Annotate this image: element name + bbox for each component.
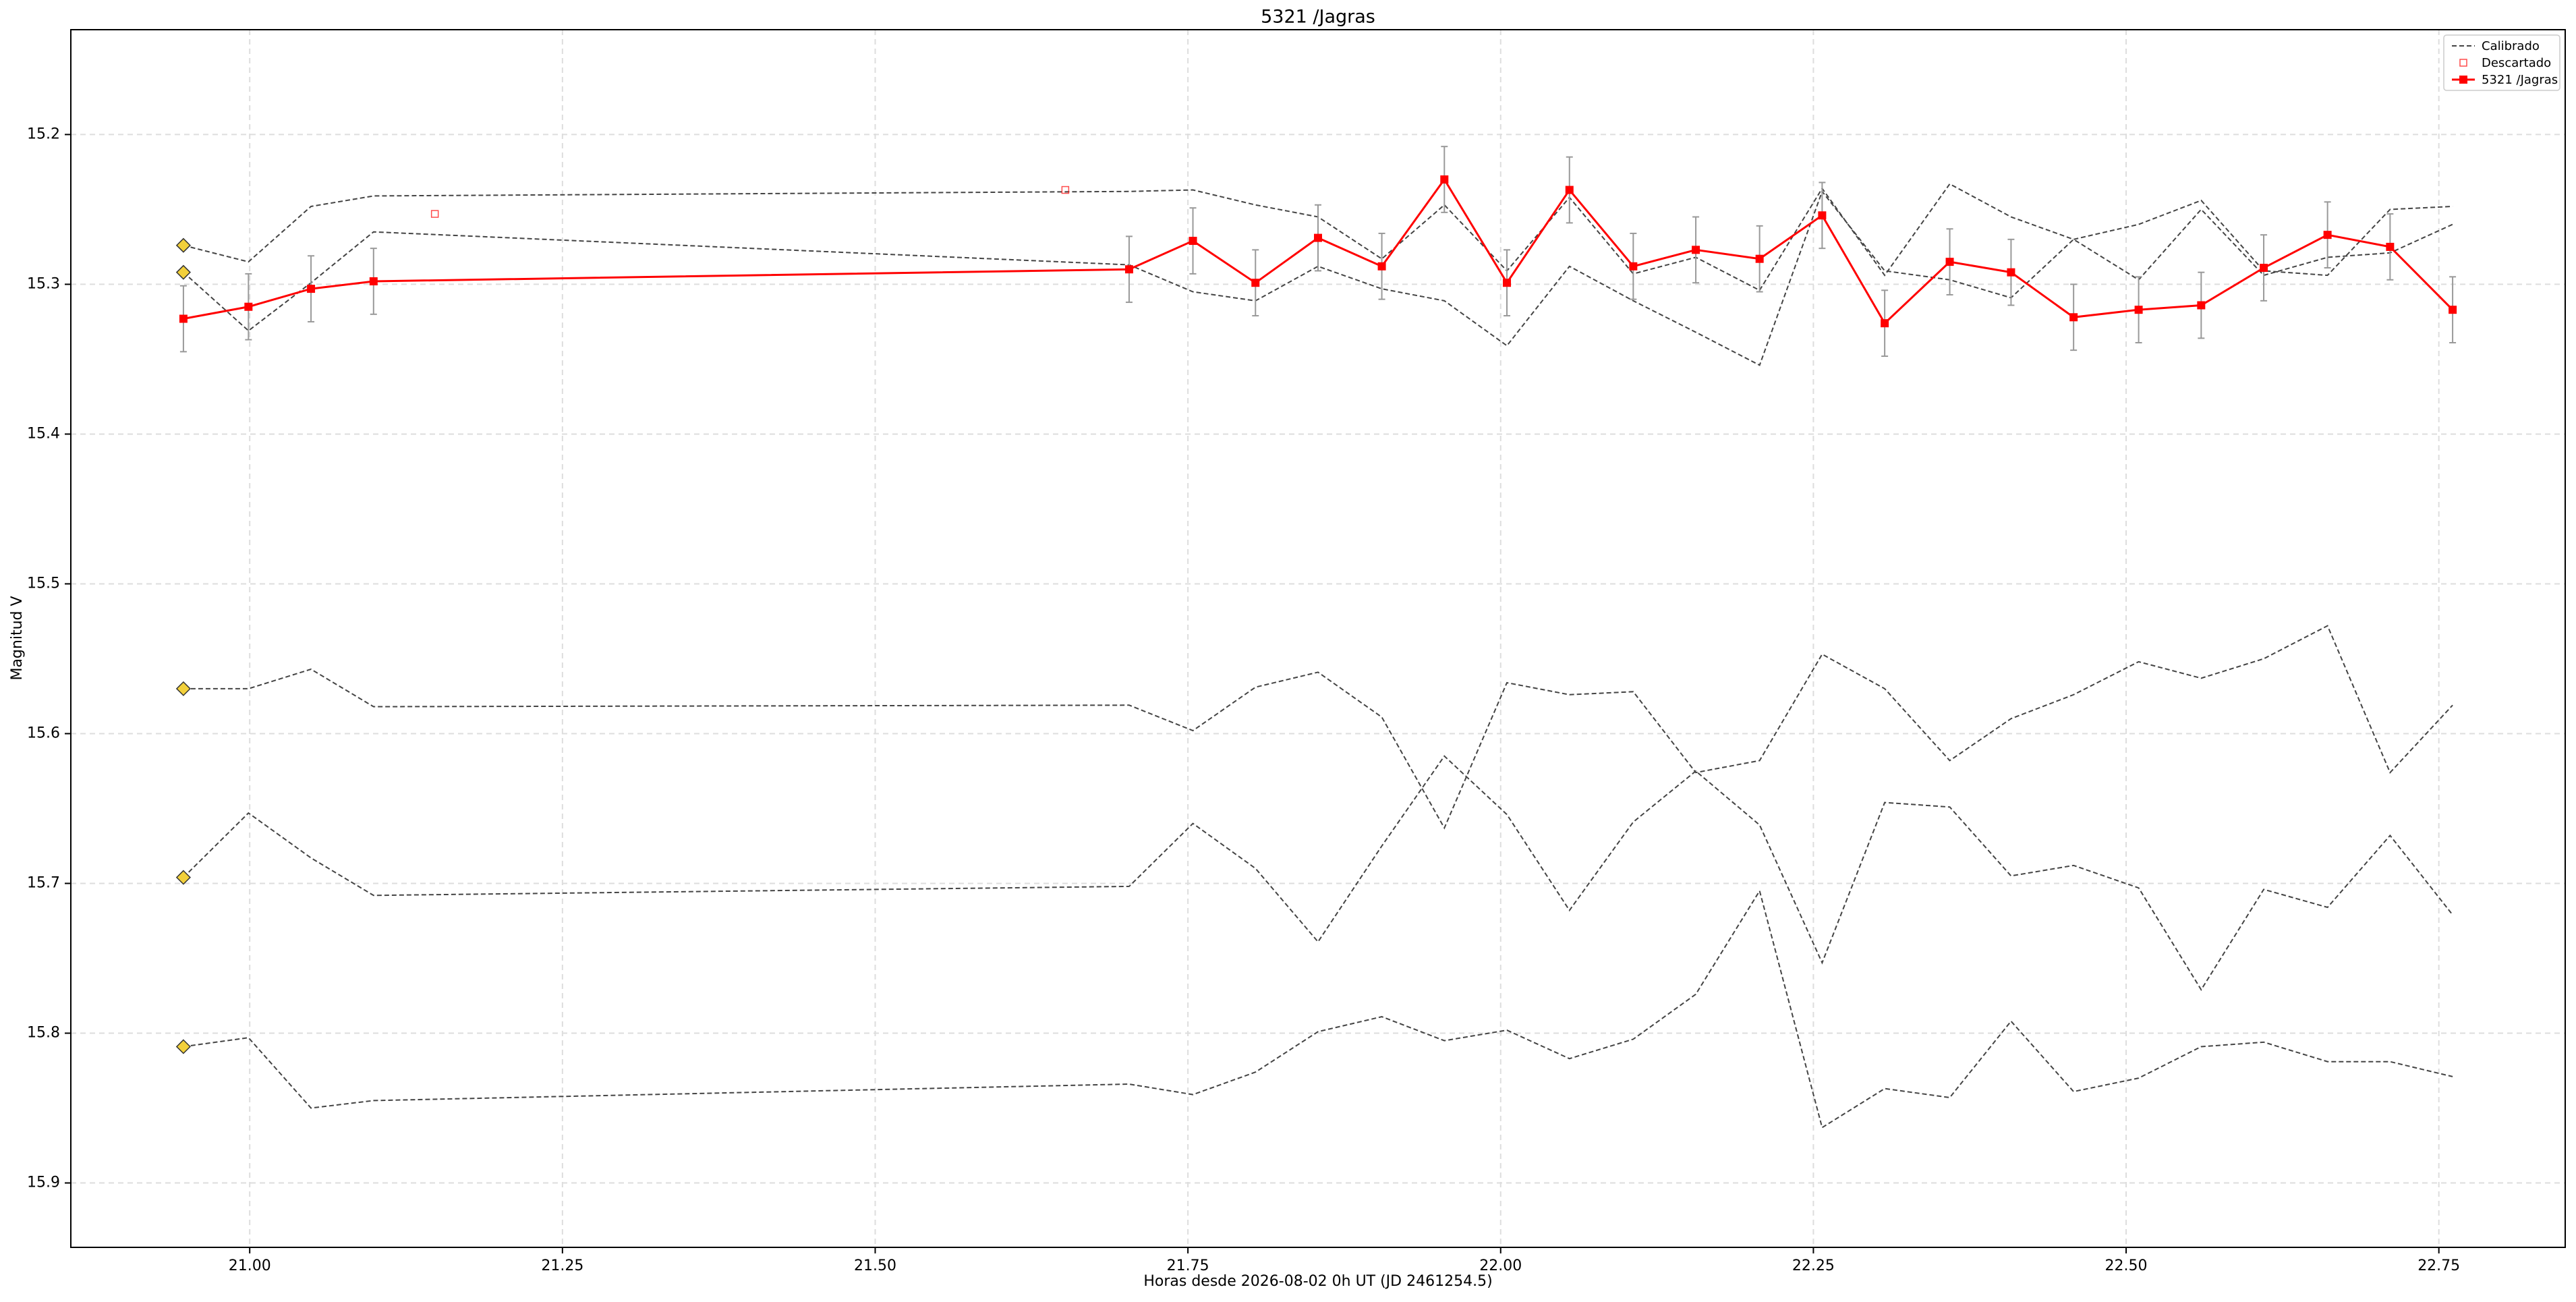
x-tick-label: 22.00 (1479, 1257, 1522, 1274)
target-point (2449, 306, 2457, 314)
y-tick-label: 15.4 (27, 425, 60, 442)
x-tick-label: 21.00 (229, 1257, 271, 1274)
calibrated-line (183, 625, 2453, 830)
x-tick-label: 21.75 (1167, 1257, 1209, 1274)
target-point (2134, 306, 2143, 314)
y-tick-label: 15.8 (27, 1025, 60, 1042)
reference-marker (175, 681, 191, 696)
y-tick-label: 15.2 (27, 125, 60, 142)
target-point (2197, 301, 2206, 310)
target-point (2386, 242, 2395, 251)
legend-label: Descartado (2482, 56, 2551, 70)
x-tick-label: 22.50 (2105, 1257, 2148, 1274)
target-point (244, 302, 253, 311)
target-point (1314, 233, 1322, 242)
legend-swatch (2459, 76, 2467, 84)
target-point (1818, 211, 1827, 220)
target-point (369, 277, 378, 285)
target-point (1692, 246, 1700, 254)
calibrated-line (183, 889, 2453, 1129)
target-point (1881, 319, 1889, 328)
legend-box (2443, 34, 2560, 91)
target-point (2323, 231, 2332, 239)
legend-swatch (2459, 59, 2467, 67)
y-tick-label: 15.9 (27, 1174, 60, 1191)
legend-label: 5321 /Jagras (2482, 73, 2558, 87)
target-point (1755, 254, 1764, 263)
x-tick-label: 21.25 (541, 1257, 583, 1274)
reference-marker (175, 237, 191, 253)
reference-marker (175, 1039, 191, 1054)
target-point (1565, 186, 1574, 194)
target-point (307, 285, 316, 293)
target-point (1189, 237, 1197, 246)
y-tick-label: 15.3 (27, 275, 60, 292)
calibrated-line (183, 755, 2453, 992)
x-axis-label: Horas desde 2026-08-02 0h UT (JD 2461254… (1143, 1273, 1492, 1290)
x-tick-label: 22.25 (1792, 1257, 1835, 1274)
y-tick-label: 15.6 (27, 725, 60, 741)
target-point (2260, 264, 2268, 273)
x-tick-label: 22.75 (2417, 1257, 2460, 1274)
target-point (1251, 279, 1260, 287)
discarded-point (430, 210, 439, 218)
calibrated-line (183, 183, 2453, 291)
y-tick-label: 15.7 (27, 874, 60, 891)
legend-label: Calibrado (2482, 39, 2540, 53)
target-point (1629, 262, 1638, 271)
plot-frame (70, 29, 2566, 1248)
x-tick-label: 21.50 (854, 1257, 896, 1274)
target-point (1503, 279, 1512, 287)
target-point (1377, 262, 1386, 271)
y-tick-label: 15.5 (27, 575, 60, 592)
reference-marker (175, 870, 191, 885)
target-line (183, 177, 2454, 325)
target-point (1945, 258, 1954, 266)
chart-title: 5321 /Jagras (1261, 7, 1375, 28)
target-point (179, 314, 188, 323)
target-point (2007, 268, 2015, 277)
discarded-point (1061, 186, 1070, 194)
reference-marker (175, 264, 191, 280)
target-point (2069, 313, 2078, 322)
target-point (1440, 175, 1449, 184)
y-axis-label: Magnitud V (9, 596, 26, 680)
target-point (1124, 265, 1133, 274)
